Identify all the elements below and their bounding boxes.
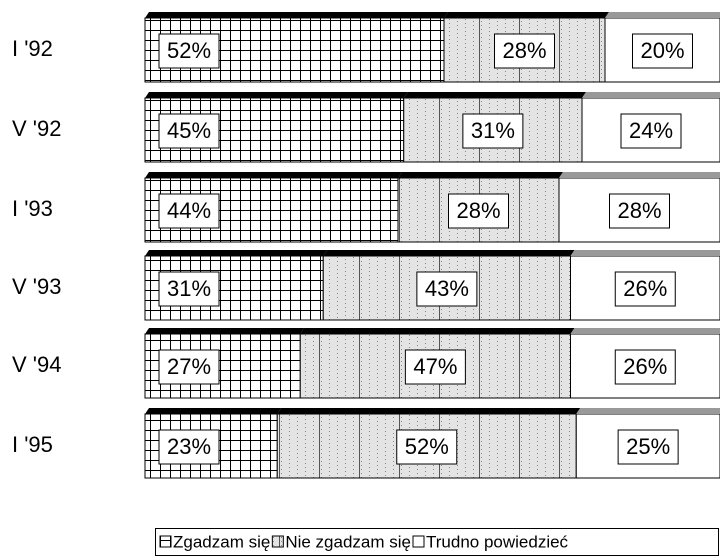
bar-top bbox=[570, 328, 720, 334]
data-label: 24% bbox=[629, 118, 673, 143]
label-box bbox=[614, 349, 676, 385]
legend-label: Nie zgadzam się bbox=[285, 532, 411, 551]
label-box bbox=[494, 33, 555, 69]
label-box bbox=[396, 429, 458, 465]
data-label: 31% bbox=[167, 276, 211, 301]
label-box bbox=[609, 193, 670, 229]
bar-top bbox=[323, 250, 575, 256]
data-label: 28% bbox=[502, 38, 546, 63]
label-box bbox=[158, 271, 220, 307]
bar-top bbox=[605, 12, 720, 18]
bar-top bbox=[582, 92, 720, 98]
bar-top bbox=[559, 172, 720, 178]
bar-top bbox=[398, 172, 563, 178]
bar-top bbox=[570, 250, 720, 256]
bar-top bbox=[403, 92, 586, 98]
bar-top bbox=[300, 328, 575, 334]
bar-top bbox=[145, 250, 328, 256]
data-label: 52% bbox=[405, 434, 449, 459]
label-box bbox=[158, 33, 220, 69]
label-box bbox=[632, 33, 693, 69]
label-box bbox=[158, 193, 220, 229]
data-label: 28% bbox=[617, 198, 661, 223]
bar-top bbox=[145, 12, 448, 18]
legend-swatch bbox=[271, 535, 284, 548]
bar-top bbox=[145, 172, 402, 178]
bar-top bbox=[145, 92, 408, 98]
category-label: V '92 bbox=[12, 116, 61, 141]
data-label: 47% bbox=[413, 354, 457, 379]
data-label: 25% bbox=[626, 434, 670, 459]
category-label: V '94 bbox=[12, 352, 61, 377]
legend-swatch bbox=[159, 535, 172, 548]
data-label: 52% bbox=[167, 38, 211, 63]
category-label: V '93 bbox=[12, 274, 61, 299]
bar-top bbox=[145, 408, 282, 414]
label-box bbox=[448, 193, 509, 229]
label-box bbox=[620, 113, 682, 149]
bar-top bbox=[576, 408, 720, 414]
label-box bbox=[158, 429, 220, 465]
data-label: 28% bbox=[456, 198, 500, 223]
data-label: 26% bbox=[623, 276, 667, 301]
data-label: 27% bbox=[167, 354, 211, 379]
label-box bbox=[404, 349, 466, 385]
data-label: 45% bbox=[167, 118, 211, 143]
bar-top bbox=[444, 12, 609, 18]
data-label: 23% bbox=[167, 434, 211, 459]
data-label: 44% bbox=[167, 198, 211, 223]
label-box bbox=[462, 113, 524, 149]
legend-label: Zgadzam się bbox=[173, 532, 270, 551]
label-box bbox=[158, 349, 220, 385]
label-box bbox=[614, 271, 676, 307]
legend-label: Trudno powiedzieć bbox=[426, 532, 569, 551]
label-box bbox=[416, 271, 478, 307]
data-label: 20% bbox=[640, 38, 684, 63]
category-label: I '93 bbox=[12, 196, 53, 221]
bar-top bbox=[145, 328, 305, 334]
bar-top bbox=[277, 408, 581, 414]
label-box bbox=[617, 429, 679, 465]
data-label: 43% bbox=[425, 276, 469, 301]
category-label: I '95 bbox=[12, 432, 53, 457]
legend-swatch bbox=[412, 535, 425, 548]
data-label: 26% bbox=[623, 354, 667, 379]
data-label: 31% bbox=[471, 118, 515, 143]
label-box bbox=[158, 113, 220, 149]
category-label: I '92 bbox=[12, 36, 53, 61]
